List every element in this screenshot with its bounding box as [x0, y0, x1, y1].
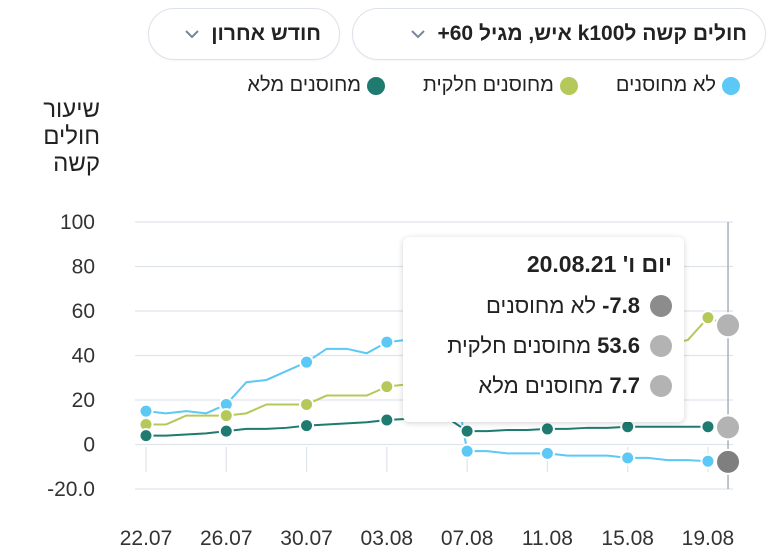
data-point	[700, 453, 716, 469]
chevron-down-icon	[409, 25, 427, 43]
hover-point	[715, 448, 742, 475]
data-point	[299, 354, 315, 370]
data-point	[379, 334, 395, 350]
data-point	[379, 379, 395, 395]
data-point	[299, 396, 315, 412]
y-tick-label: 80	[72, 256, 95, 279]
y-tick-label: 0	[83, 434, 95, 457]
data-point	[138, 428, 154, 444]
x-tick-label: 22.07	[120, 527, 173, 550]
tooltip-title: יום ו' 20.08.21	[526, 251, 672, 277]
x-tick-label: 03.08	[361, 527, 414, 550]
y-tick-label: 100	[60, 211, 95, 234]
hover-point	[715, 414, 742, 441]
legend-label-full: מחוסנים מלא	[247, 74, 362, 96]
legend-dot-partial	[559, 76, 578, 95]
tooltip-label: לא מחוסנים	[486, 293, 597, 318]
x-tick-label: 30.07	[280, 527, 333, 550]
metric-dropdown-label: חולים קשה לk100 איש, מגיל 60+	[437, 22, 747, 45]
data-point	[459, 443, 475, 459]
legend-item-unvaccinated[interactable]: לא מחוסנים	[616, 74, 740, 97]
y-tick-label: 40	[72, 345, 95, 368]
legend-dot-full	[367, 76, 386, 95]
period-dropdown-label: חודש אחרון	[211, 22, 321, 45]
data-point	[299, 418, 315, 434]
x-tick-label: 11.08	[522, 527, 573, 550]
data-point	[138, 403, 154, 419]
tooltip-label: מחוסנים מלא	[478, 373, 604, 398]
data-point	[218, 408, 234, 424]
chevron-down-icon	[183, 25, 201, 43]
data-point	[379, 412, 395, 428]
x-tick-label: 26.07	[200, 527, 253, 550]
data-point	[700, 310, 716, 326]
data-point	[459, 423, 475, 439]
tooltip-label: מחוסנים חלקית	[447, 333, 592, 358]
x-tick-label: 07.08	[441, 527, 494, 550]
y-tick-label: 60	[72, 300, 95, 323]
tooltip-dot	[650, 335, 672, 357]
y-axis-title: שיעור חולים קשה	[43, 96, 100, 177]
data-point	[620, 450, 636, 466]
hover-point	[715, 312, 742, 339]
period-dropdown[interactable]: חודש אחרון	[148, 8, 340, 60]
tooltip-row-unvaccinated: 7.8- לא מחוסנים	[417, 286, 672, 326]
x-tick-label: 19.08	[682, 527, 735, 550]
tooltip-value: 53.6	[597, 333, 640, 358]
data-point	[539, 421, 555, 437]
data-point	[700, 419, 716, 435]
data-point	[539, 445, 555, 461]
legend-dot-unvaccinated	[722, 76, 740, 95]
tooltip-dot	[650, 295, 672, 317]
legend-item-full[interactable]: מחוסנים מלא	[247, 74, 386, 97]
metric-dropdown[interactable]: חולים קשה לk100 איש, מגיל 60+	[352, 8, 766, 60]
y-tick-label: 20	[72, 389, 95, 412]
data-point	[620, 419, 636, 435]
tooltip-value: 7.8-	[602, 293, 640, 318]
legend-label-unvaccinated: לא מחוסנים	[615, 74, 716, 96]
tooltip-dot	[650, 375, 672, 397]
tooltip-row-full: 7.7 מחוסנים מלא	[417, 366, 672, 406]
y-tick-label: -20.0	[47, 478, 95, 501]
x-tick-label: 15.08	[601, 527, 654, 550]
chart-legend: לא מחוסנים מחוסנים חלקית מחוסנים מלא	[200, 74, 740, 97]
tooltip-row-partial: 53.6 מחוסנים חלקית	[417, 326, 672, 366]
tooltip-value: 7.7	[609, 373, 640, 398]
chart-tooltip: יום ו' 20.08.21 7.8- לא מחוסנים 53.6 מחו…	[403, 237, 684, 422]
legend-label-partial: מחוסנים חלקית	[423, 74, 554, 96]
data-point	[218, 423, 234, 439]
legend-item-partial[interactable]: מחוסנים חלקית	[423, 74, 578, 97]
